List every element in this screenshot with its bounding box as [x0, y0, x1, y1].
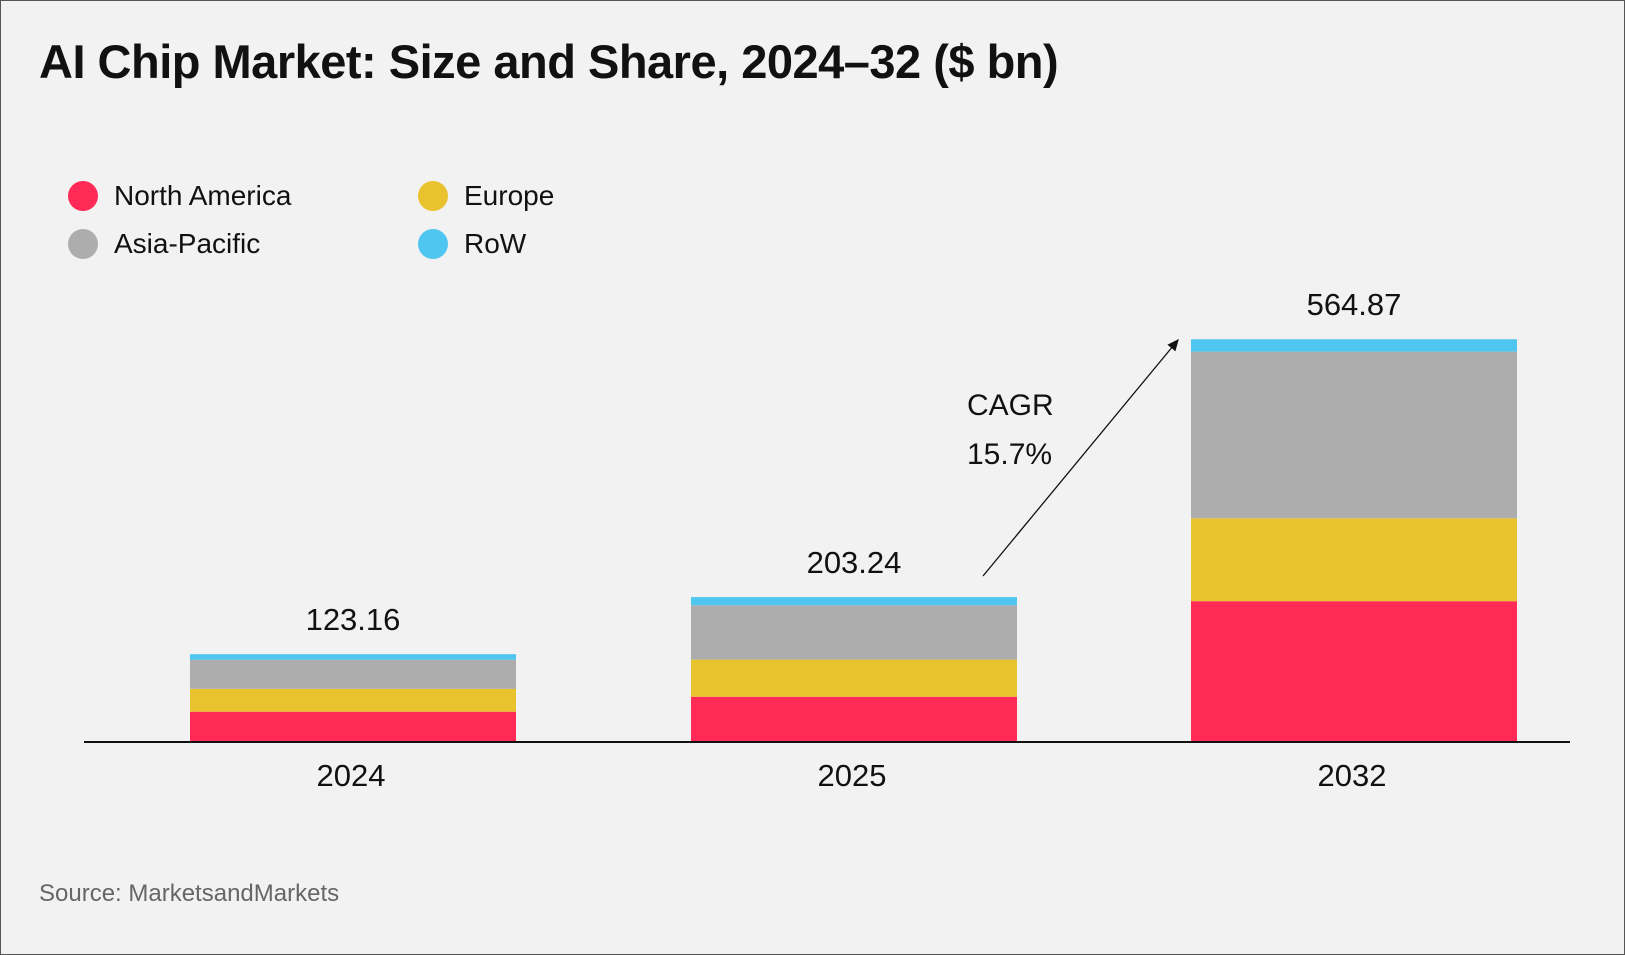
- legend-item-north-america: North America: [68, 180, 418, 212]
- bar-segment-row-2032: [1191, 339, 1517, 352]
- legend-swatch: [68, 181, 98, 211]
- legend-swatch: [68, 229, 98, 259]
- total-label-2024: 123.16: [306, 602, 401, 637]
- bar-segment-north-america-2025: [691, 696, 1017, 742]
- cagr-value: 15.7%: [967, 438, 1052, 471]
- legend-swatch: [418, 229, 448, 259]
- x-tick-label-2032: 2032: [1318, 758, 1387, 793]
- bar-segment-asia-pacific-2025: [691, 605, 1017, 660]
- legend-label: RoW: [464, 228, 527, 259]
- bar-segment-europe-2032: [1191, 518, 1517, 602]
- legend-label: Asia-Pacific: [114, 228, 261, 259]
- bar-segment-north-america-2032: [1191, 601, 1517, 742]
- legend-item-europe: Europe: [418, 180, 618, 212]
- bar-segment-row-2025: [691, 597, 1017, 606]
- bar-segment-europe-2025: [691, 659, 1017, 697]
- cagr-arrow: [982, 338, 1179, 577]
- chart-title: AI Chip Market: Size and Share, 2024–32 …: [39, 35, 1059, 88]
- total-label-2025: 203.24: [807, 545, 902, 580]
- bar-segment-asia-pacific-2024: [190, 659, 516, 689]
- legend-item-asia-pacific: Asia-Pacific: [68, 228, 418, 260]
- legend: North America Europe Asia-Pacific RoW: [68, 180, 618, 260]
- bar-segment-north-america-2024: [190, 711, 516, 742]
- bar-segment-row-2024: [190, 654, 516, 660]
- x-tick-label-2025: 2025: [818, 758, 887, 793]
- legend-swatch: [418, 181, 448, 211]
- bar-segment-asia-pacific-2032: [1191, 351, 1517, 519]
- cagr-label: CAGR: [967, 389, 1054, 422]
- total-label-2032: 564.87: [1307, 287, 1402, 322]
- bar-segment-europe-2024: [190, 688, 516, 712]
- legend-label: North America: [114, 180, 292, 211]
- x-tick-label-2024: 2024: [317, 758, 386, 793]
- source-note: Source: MarketsandMarkets: [39, 880, 340, 907]
- legend-label: Europe: [464, 180, 555, 211]
- legend-item-row: RoW: [418, 228, 618, 260]
